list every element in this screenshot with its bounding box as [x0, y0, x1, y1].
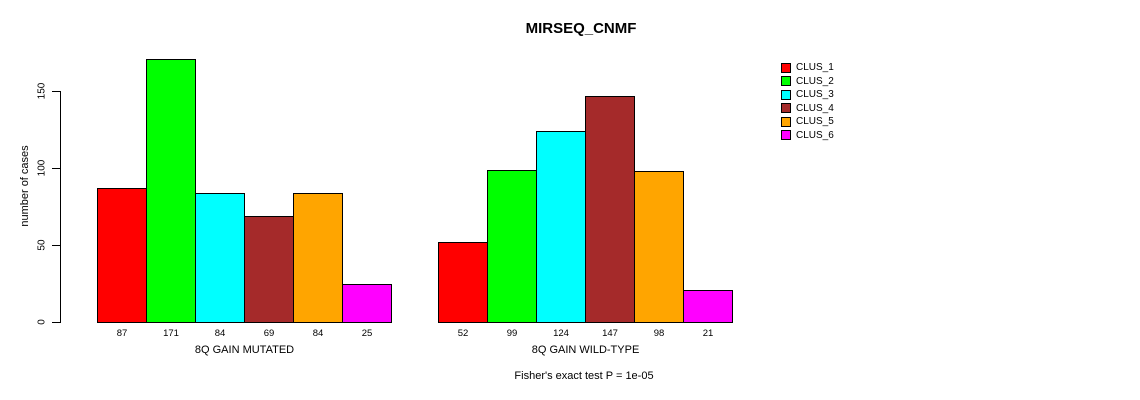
bar-clus_4-group1: [244, 215, 294, 323]
bar-value-label: 69: [263, 328, 275, 339]
bar-clus_5-group2: [634, 171, 684, 323]
x-group-label: 8Q GAIN WILD-TYPE: [531, 344, 640, 356]
y-axis-label: number of cases: [19, 145, 31, 227]
legend-swatch-icon: [781, 103, 791, 114]
y-tick-label: 0: [36, 319, 48, 325]
legend-item-clus_6: CLUS_6: [781, 129, 834, 143]
bar-value-label: 84: [312, 328, 324, 339]
legend: CLUS_1 CLUS_2 CLUS_3 CLUS_4 CLUS_5 CLUS_6: [781, 61, 834, 142]
y-tick: [52, 91, 60, 92]
bar-value-label: 124: [553, 328, 569, 339]
legend-item-clus_4: CLUS_4: [781, 102, 834, 116]
bar-value-label: 52: [457, 328, 469, 339]
y-tick-label: 100: [36, 159, 48, 177]
legend-swatch-icon: [781, 89, 791, 100]
bar-clus_1-group2: [438, 241, 488, 323]
legend-label: CLUS_6: [796, 129, 834, 141]
legend-swatch-icon: [781, 76, 791, 87]
bar-clus_2-group1: [146, 58, 196, 323]
bar-value-label: 98: [653, 328, 665, 339]
bar-value-label: 147: [602, 328, 618, 339]
legend-label: CLUS_2: [796, 75, 834, 87]
legend-item-clus_1: CLUS_1: [781, 61, 834, 75]
bar-clus_5-group1: [293, 192, 343, 323]
y-tick: [52, 168, 60, 169]
legend-item-clus_3: CLUS_3: [781, 88, 834, 102]
bar-value-label: 171: [163, 328, 179, 339]
x-group-label: 8Q GAIN MUTATED: [194, 344, 295, 356]
legend-label: CLUS_3: [796, 89, 834, 101]
bar-clus_4-group2: [585, 95, 635, 323]
legend-label: CLUS_4: [796, 102, 834, 114]
legend-swatch-icon: [781, 130, 791, 141]
bar-value-label: 99: [506, 328, 518, 339]
bar-clus_3-group2: [536, 131, 586, 323]
y-tick-label: 150: [36, 82, 48, 100]
y-axis-line: [60, 91, 61, 323]
bar-clus_2-group2: [487, 169, 537, 323]
legend-swatch-icon: [781, 62, 791, 73]
bar-value-label: 25: [361, 328, 373, 339]
bar-clus_3-group1: [195, 192, 245, 323]
legend-label: CLUS_5: [796, 116, 834, 128]
y-tick: [52, 322, 60, 323]
legend-item-clus_5: CLUS_5: [781, 115, 834, 129]
bar-clus_1-group1: [97, 188, 147, 323]
bar-value-label: 87: [116, 328, 128, 339]
bar-clus_6-group1: [342, 283, 392, 323]
bar-value-label: 84: [214, 328, 226, 339]
legend-label: CLUS_1: [796, 62, 834, 74]
bar-value-label: 21: [702, 328, 714, 339]
y-tick: [52, 245, 60, 246]
bar-clus_6-group2: [683, 289, 733, 323]
annotation-text: Fisher's exact test P = 1e-05: [514, 370, 654, 382]
y-tick-label: 50: [36, 239, 48, 251]
legend-item-clus_2: CLUS_2: [781, 75, 834, 89]
chart-title: MIRSEQ_CNMF: [525, 20, 637, 37]
legend-swatch-icon: [781, 116, 791, 127]
